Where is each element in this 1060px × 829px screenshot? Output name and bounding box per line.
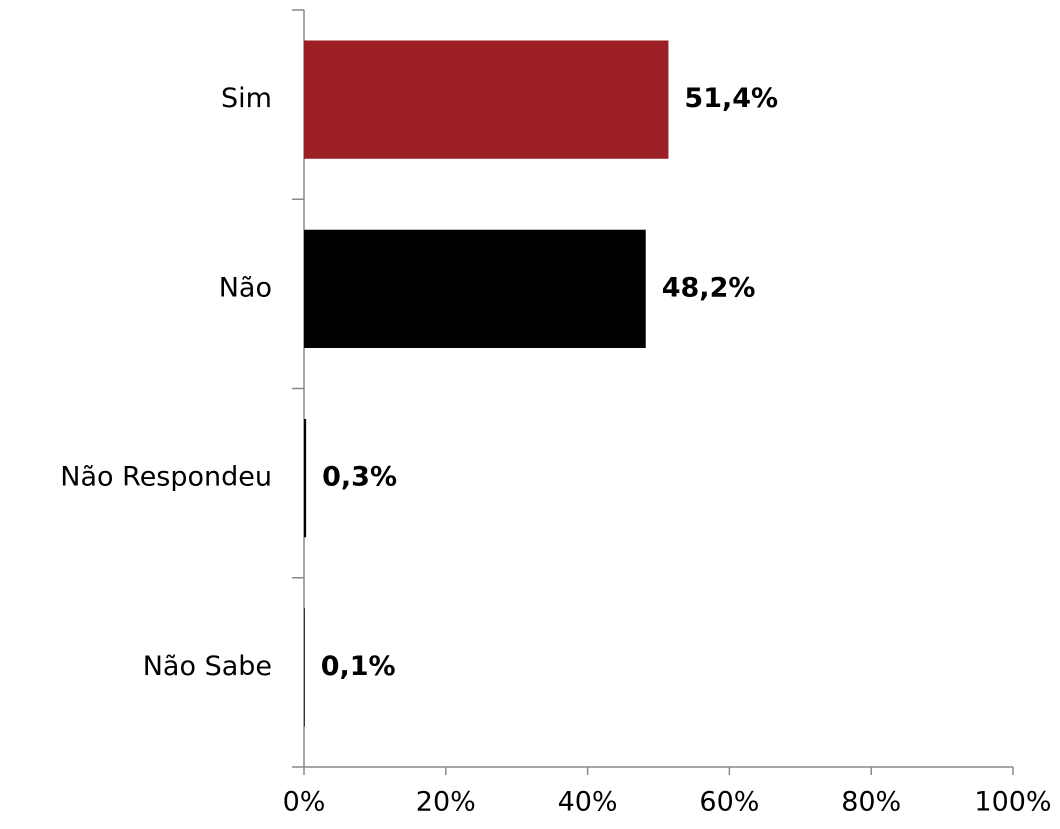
x-tick-label: 80% (841, 787, 901, 818)
x-tick-label: 40% (558, 787, 618, 818)
x-tick-label: 100% (974, 787, 1051, 818)
x-tick-label: 20% (416, 787, 476, 818)
x-tick-label: 0% (283, 787, 326, 818)
bar (304, 608, 305, 727)
bar (304, 418, 307, 538)
y-tick-label: Sim (221, 83, 272, 114)
value-label: 0,3% (322, 462, 397, 493)
bar (304, 40, 669, 159)
y-tick-label: Não (219, 272, 272, 303)
value-label: 48,2% (662, 272, 756, 303)
value-label: 51,4% (684, 83, 778, 114)
bar (304, 229, 646, 349)
y-tick-label: Não Respondeu (60, 462, 272, 493)
value-label: 0,1% (321, 651, 396, 682)
y-tick-label: Não Sabe (143, 651, 272, 682)
x-tick-label: 60% (699, 787, 759, 818)
